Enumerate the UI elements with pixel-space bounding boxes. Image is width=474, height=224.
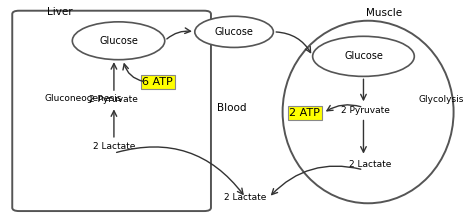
Text: 6 ATP: 6 ATP (143, 77, 173, 87)
Text: 2 Lactate: 2 Lactate (93, 142, 135, 151)
Ellipse shape (313, 36, 414, 76)
Text: 2 Lactate: 2 Lactate (349, 160, 392, 169)
Text: Liver: Liver (47, 7, 73, 17)
Ellipse shape (73, 22, 165, 60)
Text: Muscle: Muscle (366, 9, 402, 19)
Text: Blood: Blood (217, 103, 246, 112)
Text: Glucose: Glucose (215, 27, 254, 37)
Text: Glucose: Glucose (99, 36, 138, 46)
Text: 2 Pyruvate: 2 Pyruvate (341, 106, 390, 115)
Text: Glucose: Glucose (344, 51, 383, 61)
Text: 2 Pyruvate: 2 Pyruvate (90, 95, 138, 104)
Ellipse shape (283, 21, 454, 203)
Text: 2 ATP: 2 ATP (289, 108, 320, 118)
Text: Gluconeogenesis: Gluconeogenesis (45, 94, 122, 103)
Text: Glycolysis: Glycolysis (419, 95, 465, 104)
Text: 2 Lactate: 2 Lactate (224, 193, 267, 202)
FancyBboxPatch shape (12, 11, 211, 211)
Ellipse shape (195, 16, 273, 47)
